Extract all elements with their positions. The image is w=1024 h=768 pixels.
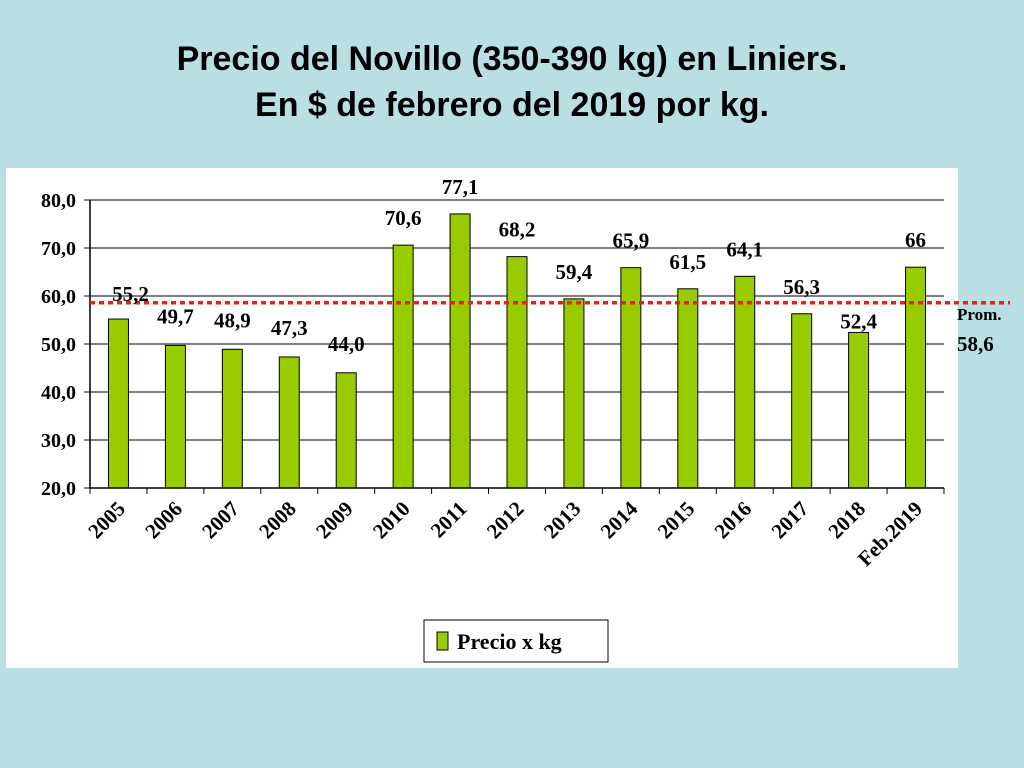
legend-label: Precio x kg [457,629,562,654]
data-label-2005: 55,2 [112,282,149,306]
title-line-1: Precio del Novillo (350-390 kg) en Linie… [176,40,848,78]
data-label-2011: 77,1 [442,175,479,199]
bar-2007 [221,348,243,489]
bar-2011 [449,213,471,489]
slide-title: Precio del Novillo (350-390 kg) en Linie… [0,36,1024,128]
y-tick-label: 40,0 [41,382,76,404]
data-label-2010: 70,6 [385,206,422,230]
data-label-Feb.2019: 66 [905,228,926,252]
bar-2010 [392,244,414,489]
legend-swatch [436,631,449,651]
axes [84,199,945,494]
data-label-2012: 68,2 [499,218,536,242]
bar-2013 [563,298,585,489]
chart-panel [6,168,958,668]
average-value-label: 58,6 [957,332,994,356]
bar-2016 [734,275,756,489]
data-label-2014: 65,9 [612,229,649,253]
bar-2009 [335,372,357,489]
bar-2006 [164,344,186,489]
data-label-2006: 49,7 [157,304,194,328]
average-label: Prom. [957,305,1002,324]
y-tick-label: 60,0 [41,286,76,308]
bar-2012 [506,256,528,489]
bar-2014 [620,267,642,489]
data-labels: 55,2 49,7 48,9 47,3 44,0 70,6 77,1 68,2 59,4 65,9… [112,175,926,356]
title-line-2: En $ de febrero del 2019 por kg. [255,86,769,124]
data-label-2009: 44,0 [328,332,365,356]
y-tick-label: 30,0 [41,430,76,452]
data-label-2018: 52,4 [840,309,877,333]
legend-box [423,619,609,663]
y-tick-label: 50,0 [41,334,76,356]
average-line-group: Prom. 58,6 [90,300,1010,356]
data-label-2017: 56,3 [783,275,820,299]
legend: Precio x kg [423,619,609,663]
data-label-2013: 59,4 [556,260,593,284]
bar-Feb.2019 [905,266,927,489]
data-label-2008: 47,3 [271,316,308,340]
bars [107,213,927,489]
data-label-2015: 61,5 [669,250,706,274]
bar-2017 [791,313,813,489]
bar-2015 [677,288,699,489]
y-tick-label: 80,0 [41,190,76,212]
bar-2005 [107,318,129,489]
bar-2018 [848,331,870,489]
data-label-2007: 48,9 [214,308,251,332]
bar-2008 [278,356,300,489]
y-tick-label: 70,0 [41,238,76,260]
y-tick-label: 20,0 [41,478,76,500]
data-label-2016: 64,1 [726,237,763,261]
y-tick-labels: 20,0 30,0 40,0 50,0 60,0 70,0 80,0 [41,190,76,500]
